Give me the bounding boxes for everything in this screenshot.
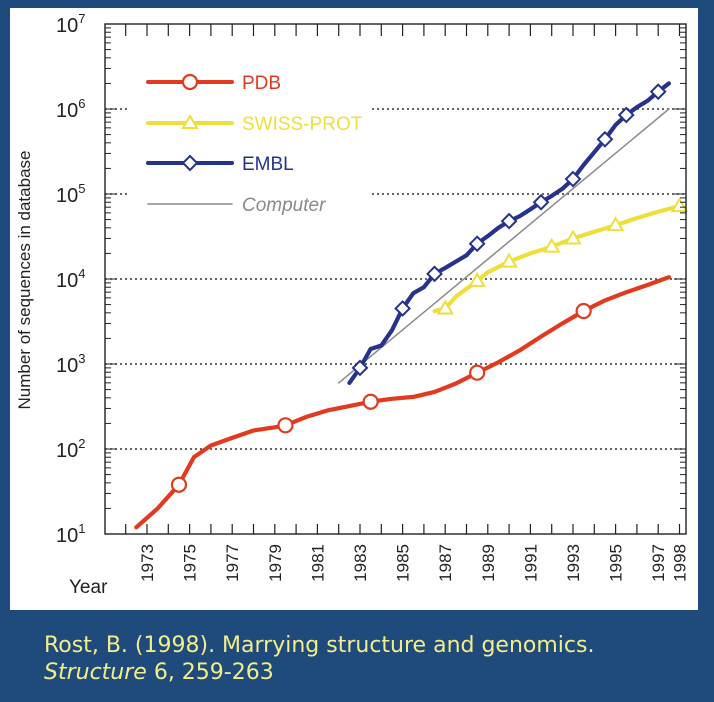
y-tick-base: 10: [56, 440, 78, 462]
citation-line-1: Rost, B. (1998). Marrying structure and …: [44, 633, 595, 658]
embl-marker: [500, 212, 518, 230]
y-tick-base: 10: [56, 525, 78, 547]
x-tick-label: 1985: [394, 544, 413, 582]
y-tick-label: 105: [56, 181, 85, 207]
swiss-prot-marker: [564, 229, 582, 245]
swiss-prot-marker: [606, 216, 625, 232]
embl-marker: [468, 235, 486, 253]
swiss-prot-marker: [436, 299, 454, 315]
y-tick-label: 103: [56, 351, 85, 377]
legend-swiss-prot-label: SWISS-PROT: [242, 114, 363, 135]
embl-marker: [564, 170, 582, 188]
y-tick-label: 101: [56, 521, 85, 547]
citation-volume-pages: 6, 259-263: [146, 660, 274, 685]
x-tick-label: 1983: [351, 544, 370, 582]
embl-marker: [426, 265, 443, 283]
pdb-marker: [575, 302, 592, 320]
y-tick-exponent: 2: [78, 436, 85, 451]
x-tick-label: 1995: [607, 544, 626, 582]
journal-name: Structure: [44, 660, 147, 685]
x-tick-label: 1987: [436, 544, 455, 582]
legend-pdb-marker: [181, 73, 199, 91]
x-tick-label: 1989: [479, 544, 498, 582]
y-tick-exponent: 4: [78, 266, 85, 281]
y-tick-base: 10: [56, 355, 78, 377]
y-tick-label: 107: [56, 11, 85, 37]
embl-marker: [617, 106, 635, 124]
x-tick-label: 1991: [521, 544, 540, 582]
swiss-prot-marker: [468, 271, 486, 287]
legend-pdb-label: PDB: [242, 73, 281, 94]
y-tick-label: 104: [56, 266, 85, 292]
x-tick-label: 1993: [564, 544, 583, 582]
chart-panel: 101 102 103 104 105 106 107 1973 1975 1977 1979 198…: [10, 8, 698, 610]
pdb-marker: [362, 393, 379, 410]
axis-labels: Number of sequences in database Year: [15, 151, 108, 598]
embl-marker: [351, 359, 369, 377]
embl-marker: [649, 83, 667, 101]
y-tick-base: 10: [56, 185, 78, 207]
legend-computer-label: Computer: [242, 195, 326, 216]
swiss-prot-marker: [500, 252, 518, 268]
legend: PDB SWISS-PROT EMBL Computer: [146, 73, 363, 216]
pdb-marker: [469, 364, 486, 381]
y-tick-exponent: 3: [78, 351, 85, 366]
swiss-prot-line: [432, 204, 682, 314]
legend-embl-label: EMBL: [242, 154, 294, 175]
pdb-marker: [277, 417, 294, 434]
y-tick-exponent: 6: [78, 96, 85, 111]
pdb-marker: [170, 476, 188, 493]
y-tick-label: 102: [56, 436, 85, 462]
y-axis-label: Number of sequences in database: [15, 151, 34, 410]
legend-embl-marker: [181, 154, 199, 172]
embl-marker: [394, 300, 412, 317]
x-tick-label: 1975: [181, 544, 200, 582]
y-tick-base: 10: [56, 270, 78, 292]
y-tick-base: 10: [56, 100, 78, 122]
x-axis-label: Year: [69, 577, 108, 598]
x-tick-label: 1997: [649, 544, 668, 582]
embl-marker: [532, 193, 550, 211]
pdb-line: [134, 275, 672, 530]
computer-line: [337, 108, 670, 384]
swiss-prot-marker: [542, 237, 561, 253]
citation-caption: Rost, B. (1998). Marrying structure and …: [44, 632, 594, 686]
embl-line: [347, 81, 672, 385]
series-lines: [134, 81, 689, 530]
embl-marker: [596, 130, 614, 148]
citation-line-2: Structure 6, 259-263: [44, 659, 594, 686]
y-tick-exponent: 7: [78, 11, 85, 26]
swiss-prot-marker: [670, 197, 689, 213]
x-tick-label: 1998: [671, 544, 690, 582]
x-tick-label: 1973: [138, 544, 157, 582]
y-tick-base: 10: [56, 15, 78, 37]
y-tick-exponent: 5: [78, 181, 85, 196]
x-tick-label: 1981: [308, 544, 327, 582]
x-tick-label: 1977: [223, 544, 242, 582]
x-tick-label: 1979: [266, 544, 285, 582]
y-tick-label: 106: [56, 96, 85, 122]
legend-swiss-prot-marker: [181, 114, 199, 129]
y-tick-exponent: 1: [78, 521, 85, 536]
